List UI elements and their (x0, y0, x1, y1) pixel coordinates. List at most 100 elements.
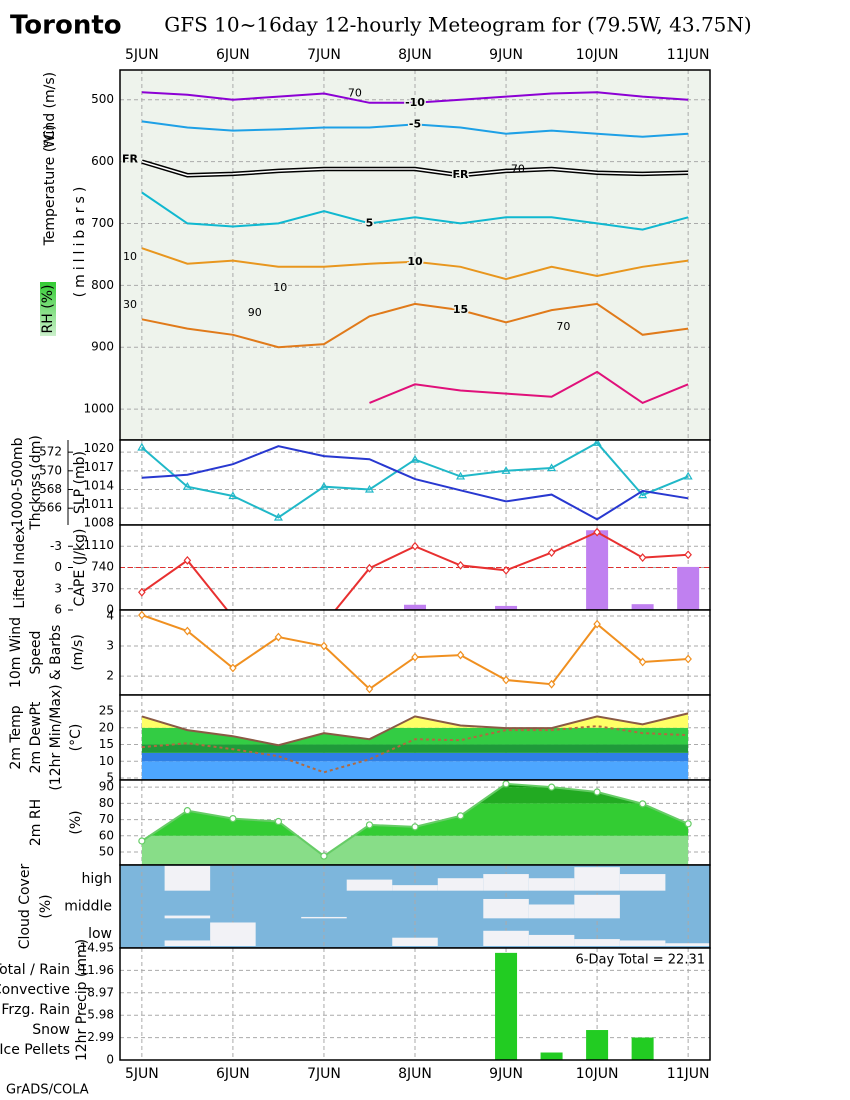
panel (120, 948, 710, 1060)
series-line (369, 370, 689, 405)
marker (182, 482, 192, 490)
y-tick-label: 10 (99, 754, 114, 768)
cloud-cell (665, 943, 710, 946)
marker (547, 783, 556, 791)
y-tick-label: 14.95 (80, 941, 114, 955)
cloud-level-label: low (88, 926, 112, 942)
marker (593, 619, 601, 629)
panel (120, 865, 710, 948)
cloud-cell (483, 874, 529, 891)
y-tick-label: 1000 (83, 402, 114, 416)
marker (456, 650, 465, 660)
axis-label: 10m Wind (8, 617, 24, 688)
y2-tick-label: 1014 (83, 478, 114, 492)
axis-label: Thcknss (dm) (28, 435, 44, 531)
panel (120, 780, 710, 865)
area-band (141, 744, 689, 753)
cloud-cell (164, 915, 211, 919)
y-tick-label: 0 (106, 1053, 114, 1067)
marker (138, 587, 146, 597)
y-tick-label: 600 (91, 154, 114, 168)
cloud-cell (346, 879, 393, 891)
cloud-cell (210, 922, 256, 946)
panel (120, 695, 710, 780)
x-tick-label: 7JUN (307, 47, 341, 63)
x-tick-label: 8JUN (398, 1066, 432, 1082)
legend-entry: Ice Pellets (0, 1042, 70, 1058)
location: Toronto (10, 11, 122, 41)
y-tick-label: 5 (106, 770, 114, 784)
marker (639, 800, 647, 808)
bar (404, 604, 426, 610)
y-tick-label: 700 (91, 216, 114, 230)
axis-label: Wind (m/s) (42, 72, 58, 148)
y-tick-label: 15 (99, 737, 114, 751)
marker (593, 788, 601, 796)
marker (592, 440, 602, 446)
y-tick-label: 5.98 (87, 1008, 114, 1022)
marker (411, 652, 419, 662)
marker (502, 675, 510, 685)
marker (684, 654, 692, 664)
marker (137, 442, 147, 451)
marker (638, 657, 647, 667)
y2-tick-label: 1008 (83, 516, 114, 530)
series-line (141, 247, 689, 281)
panel-frame (119, 947, 711, 1061)
x-tick-label: 10JUN (576, 1066, 619, 1082)
x-tick-label: 6JUN (216, 1066, 250, 1082)
x-tick-label: 10JUN (576, 47, 619, 63)
contour-annotation: 30 (123, 298, 137, 311)
axis-label: RH (%) (40, 285, 56, 334)
y-tick-label: 60 (99, 828, 114, 842)
marker (456, 560, 465, 570)
bar (540, 1052, 563, 1060)
bar (495, 952, 518, 1060)
marker (547, 548, 556, 558)
y-tick-label: 2.99 (87, 1030, 114, 1044)
marker (411, 823, 419, 831)
axis-label: (m/s) (70, 634, 86, 671)
y2-tick-label: 1020 (83, 441, 114, 455)
cloud-cell (164, 940, 211, 946)
axis-label: (12hr Min/Max) (48, 684, 64, 790)
x-tick-label: 5JUN (125, 47, 159, 63)
bar (586, 530, 609, 610)
x-tick-label: 9JUN (489, 1066, 523, 1082)
footer: GrADS/COLA (6, 1083, 89, 1098)
contour-annotation: 70 (511, 163, 525, 176)
cloud-level-label: middle (64, 899, 112, 915)
cloud-cell (528, 904, 575, 919)
cloud-cell (574, 939, 620, 946)
axis-label: 12hr Precip (mm) (74, 939, 90, 1061)
marker (319, 482, 329, 490)
marker (410, 454, 420, 463)
marker (547, 463, 557, 472)
marker (229, 815, 237, 823)
marker (502, 780, 510, 788)
y-tick-label: 570 (39, 463, 62, 477)
y-tick-label: 4 (106, 609, 114, 623)
precip-total: 6-Day Total = 22.31 (576, 953, 706, 968)
panel (120, 440, 710, 525)
marker (228, 491, 238, 500)
marker (365, 821, 374, 829)
bar (586, 1030, 609, 1060)
y-tick-label: 3 (54, 581, 62, 595)
legend-entry: Snow (32, 1022, 70, 1038)
marker (183, 626, 192, 636)
contour-annotation: 70 (348, 87, 362, 100)
axis-label: Speed (28, 631, 44, 675)
cloud-cell (483, 898, 529, 919)
series-line (141, 712, 689, 747)
cloud-cell (574, 894, 620, 919)
x-tick-label: 11JUN (667, 1066, 710, 1082)
series-line (141, 302, 689, 349)
marker (320, 852, 328, 860)
marker (456, 812, 465, 820)
cloud-cell (528, 878, 575, 891)
marker (183, 555, 192, 565)
series-line (141, 91, 689, 104)
bar (495, 605, 518, 610)
